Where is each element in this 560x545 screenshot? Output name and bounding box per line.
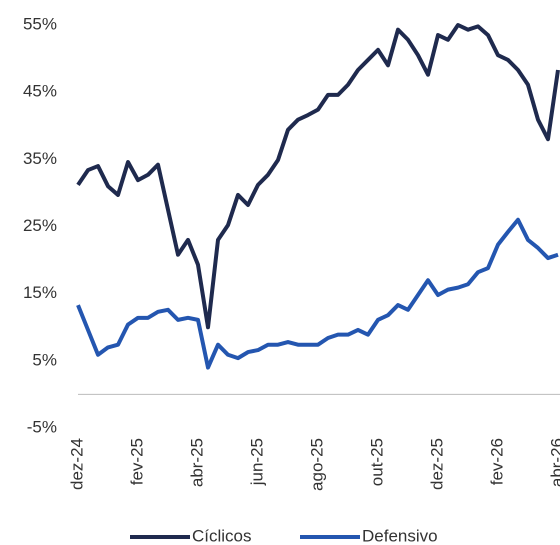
x-tick-label: abr-25: [187, 438, 206, 487]
legend-label: Defensivo: [362, 526, 438, 545]
x-tick-label: dez-25: [427, 438, 446, 490]
x-tick-label: fev-25: [127, 438, 146, 485]
y-tick-label: 35%: [23, 149, 57, 168]
x-tick-label: dez-24: [67, 438, 86, 490]
y-tick-label: 45%: [23, 82, 57, 101]
y-tick-label: 25%: [23, 216, 57, 235]
y-tick-label: 55%: [23, 14, 57, 33]
x-tick-label: abr-26: [547, 438, 560, 487]
legend-label: Cíclicos: [192, 526, 252, 545]
y-tick-label: -5%: [27, 417, 57, 436]
x-tick-label: out-25: [367, 438, 386, 486]
x-tick-label: ago-25: [307, 438, 326, 491]
series-line: [76, 217, 559, 370]
y-tick-label: 15%: [23, 283, 57, 302]
y-tick-label: 5%: [32, 350, 57, 369]
x-tick-label: jun-25: [247, 438, 266, 486]
series-line: [76, 23, 560, 330]
x-tick-label: fev-26: [487, 438, 506, 485]
